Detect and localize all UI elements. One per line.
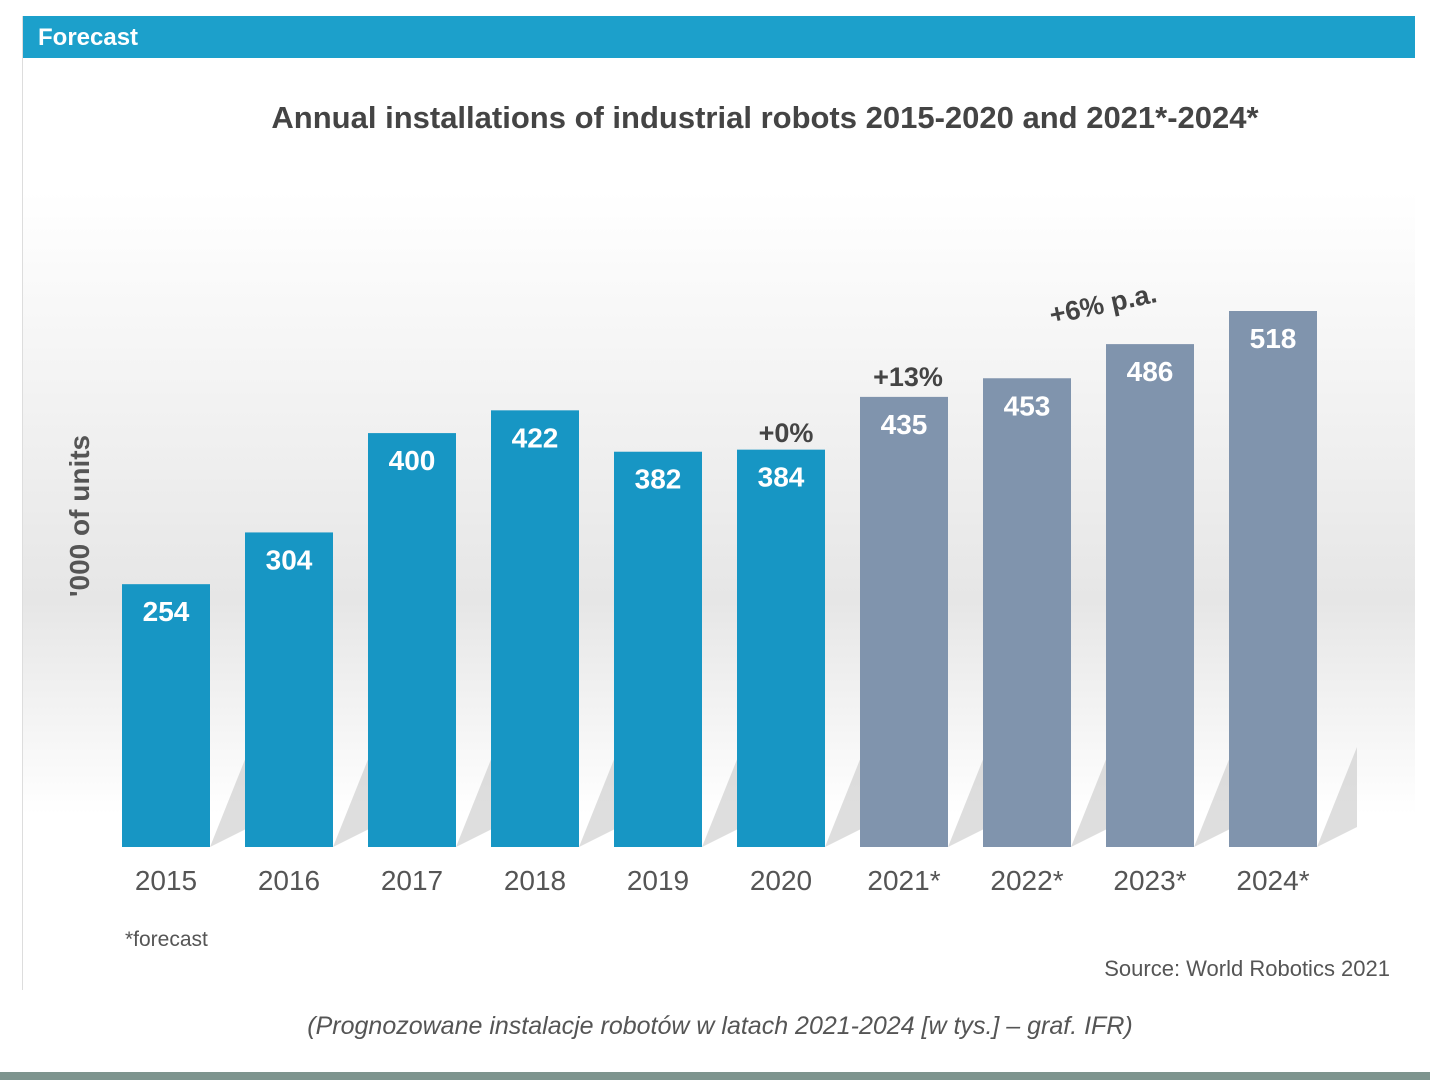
x-tick-label: 2017: [381, 865, 443, 896]
x-tick-label: 2022*: [990, 865, 1063, 896]
bar: [614, 451, 702, 847]
bar: [860, 396, 948, 847]
x-tick-label: 2019: [627, 865, 689, 896]
bar-shadow: [1194, 747, 1234, 847]
bar-value-label: 304: [266, 544, 313, 575]
bar-value-label: 254: [143, 596, 190, 627]
bar-value-label: 435: [881, 409, 928, 440]
annotation-2020: +0%: [759, 418, 814, 448]
x-tick-label: 2015: [135, 865, 197, 896]
x-tick-label: 2021*: [867, 865, 940, 896]
bar-shadow: [456, 747, 496, 847]
annotation-2021: +13%: [873, 362, 943, 392]
bar-shadow: [579, 747, 619, 847]
annotation-growth: +6% p.a.: [1047, 278, 1160, 330]
bar: [491, 410, 579, 847]
bar: [245, 532, 333, 847]
bar: [1229, 311, 1317, 847]
footnote: *forecast: [125, 928, 208, 951]
bar-value-label: 518: [1250, 323, 1297, 354]
bar: [122, 584, 210, 847]
chart-title: Annual installations of industrial robot…: [271, 100, 1259, 135]
caption: (Prognozowane instalacje robotów w latac…: [307, 1012, 1133, 1040]
bar-shadow: [948, 747, 988, 847]
x-tick-label: 2016: [258, 865, 320, 896]
bar-value-label: 384: [758, 462, 805, 493]
bar-shadow: [333, 747, 373, 847]
bar: [1106, 344, 1194, 847]
bar-shadow: [1071, 747, 1111, 847]
bar: [737, 449, 825, 847]
bar-value-label: 400: [389, 445, 436, 476]
bar-value-label: 422: [512, 422, 559, 453]
x-tick-label: 2023*: [1113, 865, 1186, 896]
bar-value-label: 486: [1127, 356, 1174, 387]
bar-shadow: [1317, 747, 1357, 847]
bar: [368, 433, 456, 847]
panel-header: Forecast: [23, 16, 1415, 58]
header-label: Forecast: [38, 24, 139, 51]
source-note: Source: World Robotics 2021: [1104, 956, 1390, 981]
x-tick-label: 2020: [750, 865, 812, 896]
x-tick-label: 2018: [504, 865, 566, 896]
bar-shadow: [825, 747, 865, 847]
bar-shadow: [702, 747, 742, 847]
bottom-bar: [0, 1072, 1430, 1080]
bar-value-label: 453: [1004, 390, 1051, 421]
bar-value-label: 382: [635, 464, 682, 495]
bar: [983, 378, 1071, 847]
x-tick-label: 2024*: [1236, 865, 1309, 896]
bar-shadow: [210, 747, 250, 847]
